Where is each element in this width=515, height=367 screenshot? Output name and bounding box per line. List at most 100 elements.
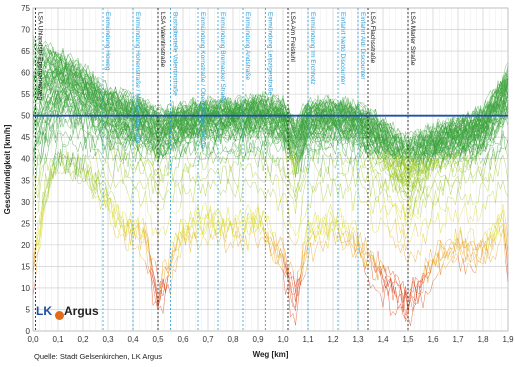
speed-trace-segment: [277, 156, 281, 172]
speed-trace-segment: [490, 149, 494, 170]
speed-trace-segment: [480, 150, 484, 156]
speed-trace-segment: [80, 141, 84, 152]
speed-trace-segment: [205, 174, 209, 180]
speed-trace-segment: [360, 182, 364, 188]
speed-trace-segment: [142, 163, 146, 174]
speed-trace-segment: [135, 224, 139, 240]
speed-trace-segment: [145, 238, 149, 267]
speed-trace-segment: [177, 183, 181, 195]
speed-trace-segment: [305, 143, 309, 151]
speed-trace-segment: [302, 215, 306, 220]
speed-trace-segment: [307, 147, 311, 161]
speed-trace-segment: [245, 163, 249, 169]
speed-trace-segment: [147, 266, 151, 274]
speed-trace-segment: [172, 211, 176, 215]
speed-trace-segment: [237, 161, 241, 188]
speed-trace-segment: [200, 135, 204, 145]
speed-trace-segment: [220, 157, 224, 162]
speed-trace-segment: [282, 192, 286, 195]
speed-trace-segment: [37, 125, 41, 140]
speed-trace-segment: [387, 226, 391, 233]
speed-trace-segment: [150, 216, 154, 236]
speed-trace-segment: [435, 212, 439, 223]
speed-trace-segment: [370, 210, 374, 232]
speed-trace-segment: [212, 179, 216, 185]
speed-trace-segment: [270, 188, 274, 197]
speed-trace-segment: [190, 188, 194, 203]
speed-trace-segment: [240, 238, 244, 242]
speed-trace-segment: [145, 181, 149, 189]
x-tick-label: 1,2: [327, 335, 339, 344]
speed-trace-segment: [390, 196, 394, 207]
speed-trace-segment: [382, 188, 386, 191]
speed-trace-segment: [37, 171, 41, 198]
speed-trace-segment: [397, 241, 401, 243]
speed-trace-segment: [162, 196, 166, 210]
speed-trace-segment: [202, 178, 206, 180]
speed-trace-segment: [247, 184, 251, 188]
speed-trace-segment: [230, 166, 234, 178]
speed-trace-segment: [355, 138, 359, 147]
speed-trace-segment: [352, 191, 356, 211]
speed-trace-segment: [500, 154, 504, 161]
speed-trace-segment: [412, 255, 416, 262]
speed-trace-segment: [312, 140, 316, 144]
speed-trace-segment: [45, 110, 49, 114]
speed-trace-segment: [397, 212, 401, 220]
speed-trace-segment: [262, 190, 266, 201]
speed-trace-segment: [495, 181, 499, 204]
speed-trace-segment: [40, 165, 44, 172]
speed-trace-segment: [57, 130, 61, 132]
speed-trace-segment: [437, 180, 441, 191]
speed-trace-segment: [47, 133, 51, 152]
speed-trace-segment: [492, 166, 496, 183]
speed-trace-segment: [397, 175, 401, 182]
speed-trace-segment: [292, 227, 296, 236]
speed-trace-segment: [102, 166, 106, 180]
speed-trace-segment: [470, 194, 474, 206]
speed-trace-segment: [85, 130, 89, 150]
speed-trace-segment: [257, 135, 261, 140]
speed-trace-segment: [107, 163, 111, 175]
speed-trace-segment: [130, 177, 134, 185]
speed-trace-segment: [317, 168, 321, 177]
speed-trace-segment: [262, 223, 266, 248]
speed-trace-segment: [420, 220, 424, 235]
speed-trace-segment: [180, 184, 184, 208]
speed-trace-segment: [392, 218, 396, 227]
speed-trace-segment: [445, 206, 449, 227]
speed-trace-segment: [207, 167, 211, 175]
speed-trace-segment: [142, 227, 146, 239]
speed-trace-segment: [297, 182, 301, 192]
speed-trace-segment: [165, 225, 169, 236]
speed-trace-segment: [317, 143, 321, 164]
speed-trace-segment: [217, 168, 221, 184]
speed-trace-segment: [182, 146, 186, 158]
speed-trace-segment: [392, 236, 396, 248]
y-tick-label: 70: [21, 26, 30, 35]
speed-trace-segment: [322, 169, 326, 183]
speed-trace-segment: [460, 156, 464, 162]
speed-trace-segment: [127, 193, 131, 203]
y-tick-label: 20: [21, 241, 30, 250]
speed-trace-segment: [322, 151, 326, 156]
speed-trace-segment: [170, 193, 174, 203]
speed-trace-segment: [230, 149, 234, 154]
speed-trace-segment: [315, 183, 319, 192]
speed-trace-segment: [425, 218, 429, 229]
speed-trace-segment: [70, 134, 74, 145]
speed-trace-segment: [482, 203, 486, 210]
speed-trace-segment: [115, 183, 119, 189]
speed-trace-segment: [132, 184, 136, 190]
speed-trace-segment: [347, 161, 351, 164]
speed-trace-segment: [110, 131, 114, 143]
speed-trace-segment: [257, 176, 261, 180]
speed-trace-segment: [87, 115, 91, 129]
speed-trace-segment: [467, 194, 471, 205]
speed-trace-segment: [440, 180, 444, 192]
speed-trace-segment: [335, 183, 339, 197]
speed-trace-segment: [257, 188, 261, 194]
speed-trace-segment: [315, 149, 319, 164]
speed-trace-segment: [367, 205, 371, 212]
speed-trace-segment: [467, 216, 471, 223]
